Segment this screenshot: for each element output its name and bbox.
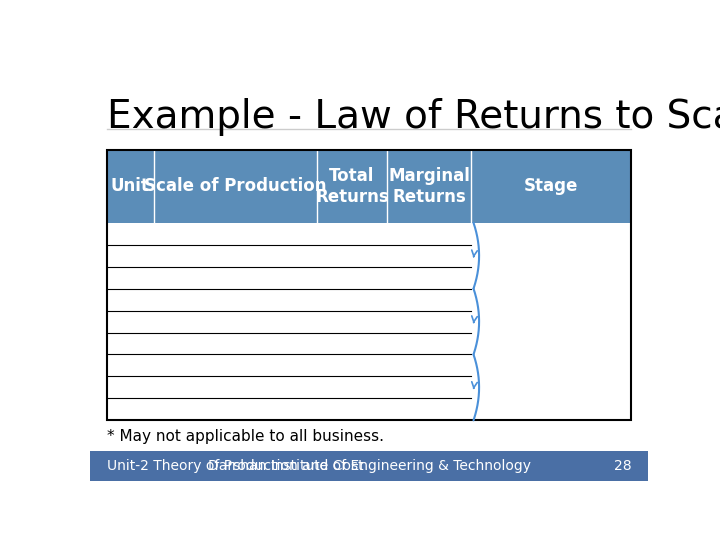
Text: Scale of Production: Scale of Production [144,178,326,195]
Bar [107,223,631,420]
Text: Total
Returns: Total Returns [315,167,389,206]
Text: Unit: Unit [111,178,150,195]
Bar [90,451,648,481]
Text: Darshan Institute of Engineering & Technology: Darshan Institute of Engineering & Techn… [207,459,531,473]
Bar [107,150,631,223]
Text: 28: 28 [613,459,631,473]
Text: Example - Law of Returns to Scale: Example - Law of Returns to Scale [107,98,720,136]
Text: * May not applicable to all business.: * May not applicable to all business. [107,429,384,444]
Text: Stage: Stage [524,178,578,195]
Text: Marginal
Returns: Marginal Returns [388,167,470,206]
Text: Unit-2 Theory of Production and Cost: Unit-2 Theory of Production and Cost [107,459,364,473]
Bar [107,150,631,420]
